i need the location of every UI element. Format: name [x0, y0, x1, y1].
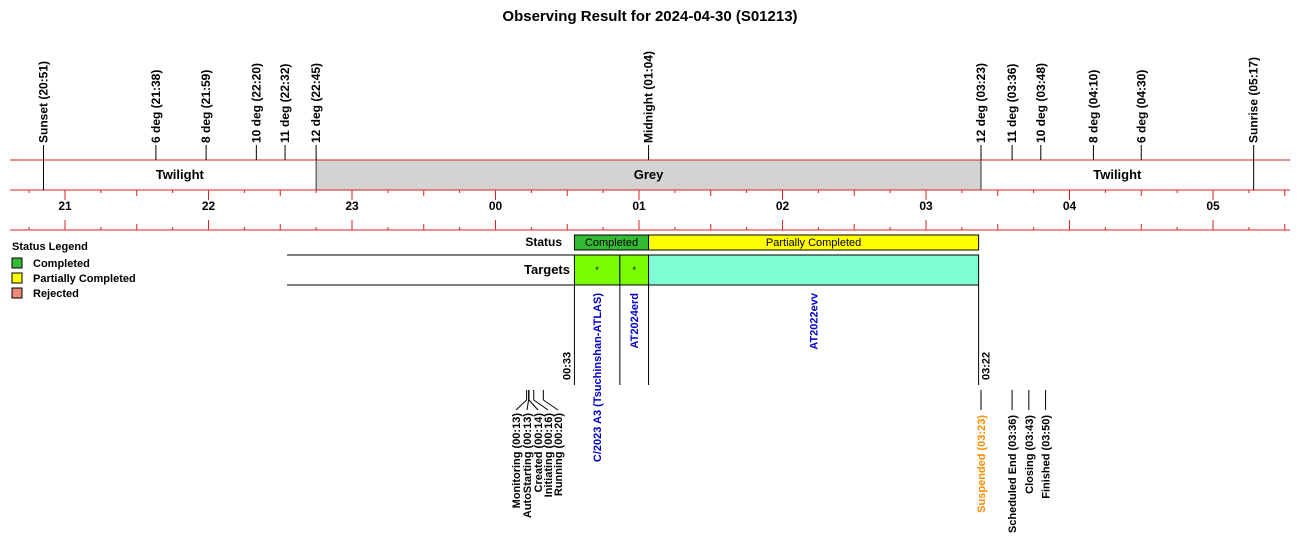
legend-swatch — [11, 287, 23, 299]
sky-band-label: Grey — [634, 167, 664, 182]
twilight-event-label: 6 deg (21:38) — [149, 70, 163, 143]
legend-item-label: Partially Completed — [33, 273, 136, 285]
target-bar — [573, 254, 621, 286]
twilight-event-label: Midnight (01:04) — [642, 51, 656, 143]
time-markers: 00:33 03:22 — [561, 352, 992, 380]
sky-band — [316, 160, 982, 190]
state-event-label: Closing (03:43) — [1024, 415, 1036, 494]
state-event-connector — [528, 399, 539, 411]
hour-label: 22 — [202, 199, 216, 213]
legend-swatch — [11, 272, 23, 284]
state-event-label: Finished (03:50) — [1041, 415, 1053, 499]
chart-title: Observing Result for 2024-04-30 (S01213) — [502, 8, 797, 25]
status-bar-label: Completed — [585, 237, 638, 249]
status-row-label: Status — [525, 235, 562, 249]
state-events: Monitoring (00:13) AutoStarting (00:13) Cr… — [511, 390, 1053, 533]
twilight-event-label: Sunrise (05:17) — [1247, 57, 1261, 143]
state-event-connector — [515, 399, 527, 411]
legend-item-label: Rejected — [33, 288, 79, 300]
status-bars: Completed Partially Completed — [573, 234, 980, 251]
twilight-event-label: 10 deg (03:48) — [1034, 63, 1048, 143]
twilight-event-label: 6 deg (04:30) — [1134, 70, 1148, 143]
hour-label: 21 — [58, 199, 72, 213]
state-event-connector — [526, 399, 530, 411]
sky-band — [981, 160, 1254, 190]
twilight-event-label: 8 deg (04:10) — [1086, 70, 1100, 143]
state-event-label: Suspended (03:23) — [976, 415, 988, 513]
twilight-event-label: Sunset (20:51) — [36, 61, 50, 143]
target-name: AT2024erd — [629, 293, 641, 348]
time-marker-label: 03:22 — [981, 352, 993, 380]
sky-bands: Twilight Grey Twilight — [10, 159, 1290, 191]
hour-axis: 21 22 23 00 01 02 03 04 05 — [10, 190, 1290, 231]
hour-label: 03 — [919, 199, 933, 213]
time-marker-label: 00:33 — [561, 352, 573, 380]
twilight-event-label: 12 deg (22:45) — [309, 63, 323, 143]
target-bar — [648, 254, 980, 286]
legend-swatch — [11, 257, 23, 269]
twilight-events: Sunset (20:51) 6 deg (21:38) 8 deg (21:59)… — [36, 51, 1261, 190]
state-event-connector — [543, 399, 559, 411]
state-event-connector — [533, 399, 549, 411]
hour-label: 05 — [1206, 199, 1220, 213]
twilight-event-label: 8 deg (21:59) — [199, 70, 213, 143]
hour-label: 04 — [1063, 199, 1077, 213]
twilight-event-label: 11 deg (03:36) — [1005, 64, 1019, 143]
target-name: C/2023 A3 (Tsuchinshan-ATLAS) — [592, 293, 604, 462]
state-event-label: Created (00:14) — [533, 413, 545, 493]
state-event-label: Initiating (00:16) — [543, 413, 555, 498]
hour-label: 01 — [632, 199, 646, 213]
legend-title: Status Legend — [12, 241, 88, 253]
state-event-label: Running (00:20) — [553, 413, 565, 496]
hour-label: 02 — [776, 199, 790, 213]
hour-label: 00 — [489, 199, 503, 213]
target-bar-mark: * — [595, 265, 599, 275]
status-bar-label: Partially Completed — [766, 237, 861, 249]
sky-band-label: Twilight — [1093, 167, 1142, 182]
state-event-label: Monitoring (00:13) — [511, 413, 523, 509]
target-bars: * C/2023 A3 (Tsuchinshan-ATLAS) * AT2024erd… — [573, 254, 980, 462]
twilight-event-label: 11 deg (22:32) — [278, 64, 292, 143]
sky-band-label: Twilight — [156, 167, 205, 182]
twilight-event-label: 10 deg (22:20) — [249, 63, 263, 143]
sky-band — [43, 160, 317, 190]
target-name: AT2022evv — [809, 292, 821, 350]
status-bar — [648, 234, 980, 251]
targets-row-label: Targets — [524, 262, 570, 277]
target-bar-mark: * — [632, 265, 636, 275]
twilight-event-label: 12 deg (03:23) — [974, 63, 988, 143]
legend-item-label: Completed — [33, 258, 90, 270]
observation-rows: Status Targets — [287, 235, 575, 286]
state-event-label: AutoStarting (00:13) — [522, 413, 534, 518]
state-event-label: Scheduled End (03:36) — [1007, 415, 1019, 533]
status-legend: Status Legend Completed Partially Complet… — [11, 241, 136, 300]
hour-label: 23 — [345, 199, 359, 213]
